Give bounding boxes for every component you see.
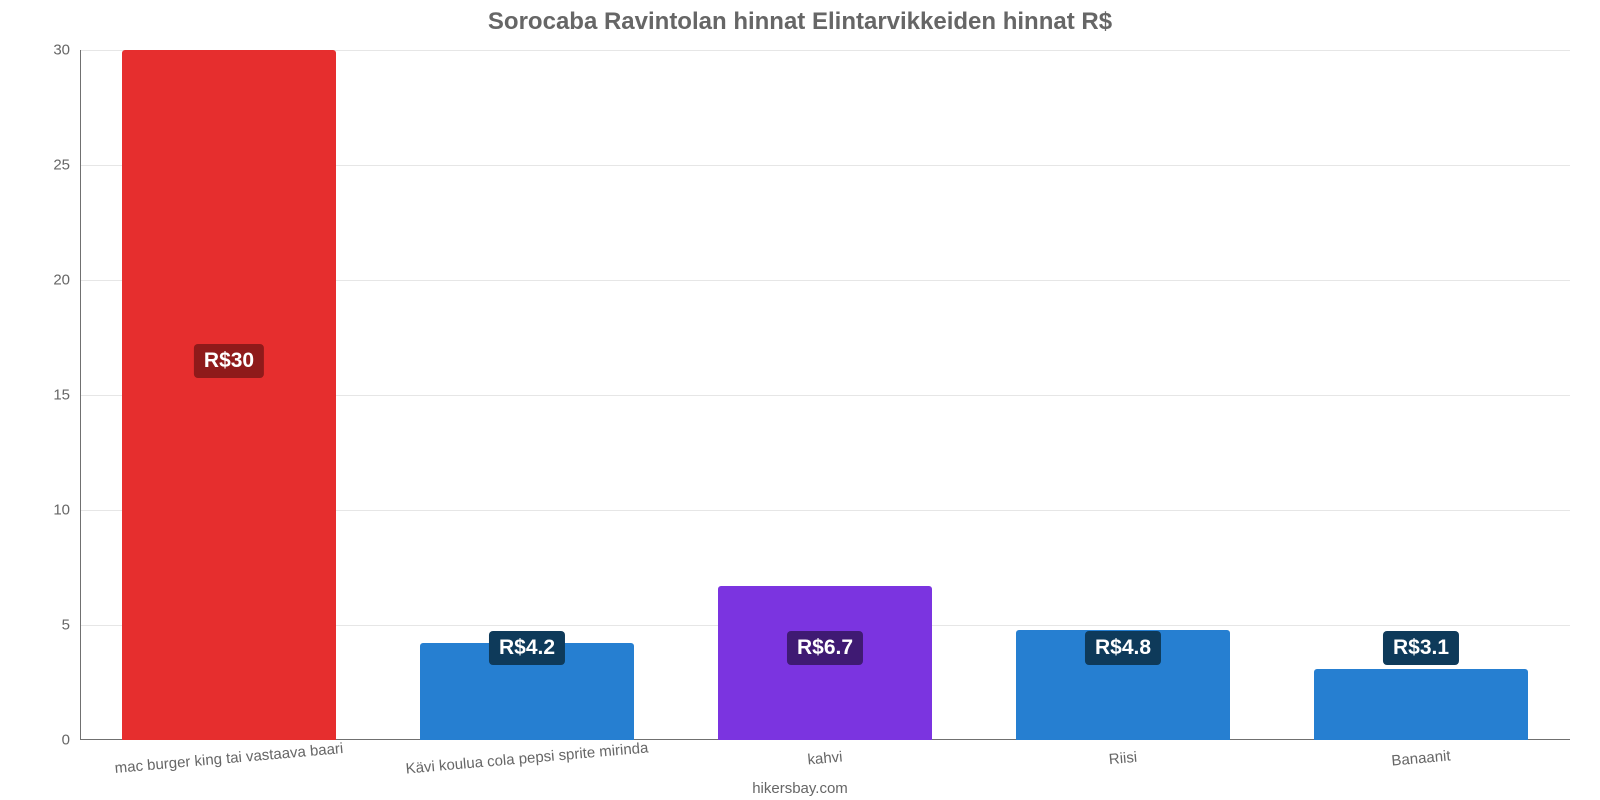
y-tick-label: 15 (53, 387, 70, 404)
plot-area: 051015202530R$30mac burger king tai vast… (80, 50, 1570, 740)
x-tick-label: mac burger king tai vastaava baari (114, 740, 344, 777)
y-tick-label: 5 (62, 617, 70, 634)
y-tick-label: 20 (53, 272, 70, 289)
x-tick-label: Banaanit (1391, 747, 1451, 769)
bar-value-badge: R$6.7 (787, 631, 863, 665)
x-tick-label: Riisi (1108, 749, 1138, 768)
y-tick-label: 25 (53, 157, 70, 174)
y-axis (80, 50, 81, 740)
bar-value-badge: R$3.1 (1383, 631, 1459, 665)
y-tick-label: 30 (53, 42, 70, 59)
chart-title: Sorocaba Ravintolan hinnat Elintarvikkei… (0, 8, 1600, 36)
bar-value-badge: R$4.8 (1085, 631, 1161, 665)
bar (122, 50, 337, 740)
y-tick-label: 0 (62, 732, 70, 749)
bar (1314, 669, 1529, 740)
price-bar-chart: Sorocaba Ravintolan hinnat Elintarvikkei… (0, 0, 1600, 800)
bar-value-badge: R$4.2 (489, 631, 565, 665)
bar-value-badge: R$30 (194, 344, 264, 378)
y-tick-label: 10 (53, 502, 70, 519)
chart-credit: hikersbay.com (0, 780, 1600, 797)
x-tick-label: Kävi koulua cola pepsi sprite mirinda (405, 739, 649, 777)
x-tick-label: kahvi (807, 749, 843, 769)
